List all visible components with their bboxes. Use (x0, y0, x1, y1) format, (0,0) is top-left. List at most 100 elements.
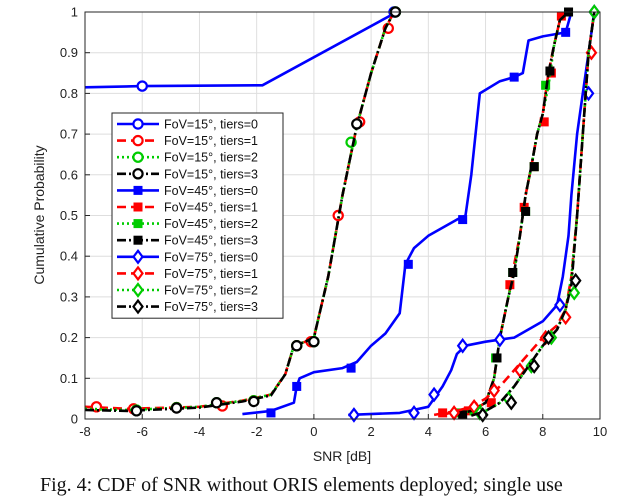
data-point (542, 329, 555, 346)
y-tick-label: 0.5 (60, 208, 78, 223)
y-tick-label: 0.9 (60, 45, 78, 60)
legend-label: FoV=15°, tiers=1 (164, 134, 258, 148)
legend-marker (132, 168, 144, 180)
legend-label: FoV=45°, tiers=3 (164, 234, 258, 248)
series-layer (84, 4, 601, 423)
legend-entry: FoV=45°, tiers=0 (117, 184, 258, 198)
data-point (136, 80, 148, 92)
legend-box (111, 112, 284, 319)
legend-label: FoV=15°, tiers=0 (164, 118, 258, 132)
legend-marker (133, 219, 143, 229)
data-point (492, 353, 502, 363)
legend-label: FoV=75°, tiers=2 (164, 284, 258, 298)
data-point (308, 335, 320, 348)
legend-entry: FoV=15°, tiers=3 (117, 167, 258, 181)
legend-entry: FoV=75°, tiers=2 (117, 282, 258, 298)
y-tick-label: 1 (71, 5, 78, 20)
legend-entry: FoV=15°, tiers=2 (117, 151, 258, 165)
data-point (346, 363, 356, 373)
data-point (458, 215, 468, 225)
axis-ticks: -8 -6 -4 -2 0 2 4 6 8 10 0 0.1 0.2 0.3 0.4 0.5 0.6 0.7 0.8… (60, 5, 607, 440)
data-point (291, 340, 303, 352)
data-point (569, 272, 582, 289)
x-tick-label: 2 (367, 424, 374, 439)
series-line (242, 11, 573, 416)
legend-entry: FoV=45°, tiers=1 (117, 201, 258, 215)
x-tick-label: 4 (425, 424, 432, 439)
legend-label: FoV=75°, tiers=1 (164, 267, 258, 281)
series-12 (470, 11, 596, 423)
data-point (458, 410, 468, 420)
data-point (403, 259, 413, 269)
y-tick-label: 0 (71, 412, 78, 427)
data-point (521, 206, 531, 216)
y-tick-label: 0.3 (60, 289, 78, 304)
series-line (348, 11, 596, 417)
legend-marker (132, 134, 144, 147)
x-tick-label: -2 (251, 424, 263, 439)
cdf-chart: -8 -6 -4 -2 0 2 4 6 8 10 0 0.1 0.2 0.3 0.4 0.5 0.6 0.7 0.8… (31, 4, 607, 464)
data-point (554, 297, 566, 313)
series-line (84, 11, 396, 413)
legend-marker (133, 202, 143, 212)
data-point (170, 402, 183, 414)
legend-marker (132, 118, 144, 130)
y-tick-label: 0.7 (60, 127, 78, 142)
y-axis-label: Cumulative Probability (31, 145, 47, 284)
y-tick-label: 0.4 (60, 249, 78, 264)
data-point (509, 72, 519, 82)
y-tick-label: 0.8 (60, 86, 78, 101)
data-point (210, 397, 223, 409)
data-point (529, 162, 539, 172)
series-5 (242, 11, 573, 418)
legend-entry: FoV=75°, tiers=3 (117, 298, 258, 315)
legend-label: FoV=15°, tiers=2 (164, 151, 258, 165)
data-point (130, 405, 143, 417)
legend-entry: FoV=75°, tiers=0 (117, 248, 258, 265)
data-point (528, 358, 541, 374)
legend-marker (132, 151, 144, 163)
data-point (545, 66, 555, 76)
legend-entry: FoV=45°, tiers=2 (117, 217, 258, 231)
x-tick-label: 10 (593, 424, 607, 439)
x-tick-label: -6 (136, 424, 148, 439)
legend-label: FoV=45°, tiers=2 (164, 217, 258, 231)
legend-marker (132, 265, 144, 282)
legend-marker (132, 248, 144, 265)
series-line (470, 11, 596, 417)
figure-caption: Fig. 4: CDF of SNR without ORIS elements… (40, 474, 563, 496)
data-point (292, 381, 302, 391)
x-tick-label: 6 (482, 424, 489, 439)
legend-marker (132, 282, 144, 298)
legend-label: FoV=45°, tiers=0 (164, 184, 258, 198)
data-point (488, 382, 501, 399)
data-point (456, 337, 469, 354)
legend-entry: FoV=15°, tiers=0 (117, 118, 258, 132)
series-line (470, 11, 596, 417)
legend-marker (133, 235, 143, 245)
data-point (476, 407, 489, 423)
data-point (351, 118, 363, 130)
data-point (561, 27, 571, 37)
legend-marker (132, 298, 144, 315)
data-point (493, 331, 506, 348)
data-point (266, 408, 276, 418)
x-tick-label: -8 (79, 424, 91, 439)
data-point (248, 395, 260, 408)
legend-entry: FoV=15°, tiers=1 (117, 134, 258, 148)
legend-label: FoV=75°, tiers=0 (164, 250, 258, 264)
legend-label: FoV=75°, tiers=3 (164, 300, 258, 314)
y-tick-label: 0.6 (60, 167, 78, 182)
legend-marker (133, 185, 143, 195)
series-line (84, 10, 398, 89)
legend: FoV=15°, tiers=0 FoV=15°, tiers=1 FoV=15°,… (111, 112, 284, 319)
data-point (508, 267, 518, 277)
legend-entry: FoV=75°, tiers=1 (117, 265, 258, 282)
data-point (428, 386, 440, 403)
x-axis-label: SNR [dB] (313, 448, 371, 464)
y-tick-label: 0.1 (60, 371, 78, 386)
legend-entry: FoV=45°, tiers=3 (117, 234, 258, 248)
legend-label: FoV=15°, tiers=3 (164, 167, 258, 181)
y-tick-label: 0.2 (60, 330, 78, 345)
data-point (505, 394, 518, 411)
